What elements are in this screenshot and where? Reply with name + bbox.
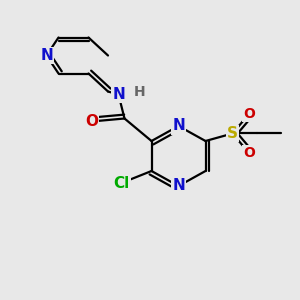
Text: N: N xyxy=(112,87,125,102)
Text: O: O xyxy=(85,114,98,129)
Text: S: S xyxy=(227,126,238,141)
Text: N: N xyxy=(172,178,185,194)
Text: H: H xyxy=(134,85,145,98)
Text: O: O xyxy=(243,107,255,121)
Text: O: O xyxy=(243,146,255,160)
Text: N: N xyxy=(40,48,53,63)
Text: N: N xyxy=(172,118,185,134)
Text: Cl: Cl xyxy=(113,176,130,190)
